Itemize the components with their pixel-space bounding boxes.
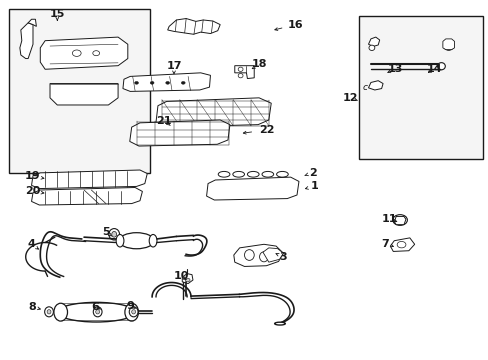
Text: c: c [362,83,367,92]
Text: 6: 6 [91,302,99,312]
Ellipse shape [247,171,259,177]
Ellipse shape [44,307,53,317]
Ellipse shape [54,303,67,321]
Ellipse shape [396,217,403,222]
Bar [358,16,482,158]
Polygon shape [263,248,283,262]
Polygon shape [182,274,193,284]
Text: 10: 10 [173,271,188,282]
Text: 14: 14 [426,64,441,74]
Ellipse shape [392,215,407,225]
Text: 12: 12 [342,93,358,103]
Polygon shape [20,23,33,59]
Text: 5: 5 [102,227,109,237]
Ellipse shape [276,171,287,177]
Ellipse shape [72,50,81,57]
Ellipse shape [165,81,169,84]
Ellipse shape [116,234,123,247]
Text: 7: 7 [381,239,388,249]
Ellipse shape [262,185,274,191]
Text: 9: 9 [126,301,134,311]
Ellipse shape [443,40,453,50]
Text: 20: 20 [25,186,41,197]
Polygon shape [129,120,229,146]
Ellipse shape [96,310,100,314]
Ellipse shape [238,73,243,78]
Polygon shape [28,19,36,26]
Text: 3: 3 [279,252,286,262]
Text: 1: 1 [310,181,318,191]
Ellipse shape [131,310,135,314]
Polygon shape [368,37,379,46]
Ellipse shape [368,45,374,50]
Ellipse shape [47,310,51,314]
Polygon shape [233,244,283,266]
Ellipse shape [274,322,285,325]
Polygon shape [167,18,220,34]
Ellipse shape [149,234,157,247]
Polygon shape [31,188,142,205]
Ellipse shape [112,231,116,237]
Text: 21: 21 [156,116,172,126]
Ellipse shape [262,171,273,177]
Ellipse shape [246,185,259,191]
Text: 22: 22 [258,125,274,135]
Polygon shape [156,98,271,127]
Ellipse shape [238,67,243,71]
Polygon shape [442,39,454,50]
Ellipse shape [134,81,138,84]
Text: 17: 17 [166,61,182,71]
Ellipse shape [150,81,154,84]
Ellipse shape [218,171,229,177]
Ellipse shape [232,171,244,177]
Ellipse shape [437,63,445,70]
Ellipse shape [277,185,289,191]
Ellipse shape [446,42,450,48]
Text: 19: 19 [25,171,41,181]
Polygon shape [368,81,382,90]
Ellipse shape [129,307,138,317]
Ellipse shape [396,242,405,248]
Polygon shape [393,216,405,225]
Text: 8: 8 [28,302,36,312]
Ellipse shape [244,249,254,260]
Ellipse shape [57,302,135,322]
Ellipse shape [185,278,190,282]
Text: 16: 16 [287,19,303,30]
Text: 2: 2 [308,168,316,178]
Bar [9,9,149,173]
Ellipse shape [215,185,227,191]
Ellipse shape [124,303,138,321]
Text: 18: 18 [251,59,266,69]
Polygon shape [31,170,147,189]
Polygon shape [40,37,127,69]
Polygon shape [206,177,298,200]
Ellipse shape [109,229,119,240]
Text: 15: 15 [49,9,65,19]
Polygon shape [234,66,254,78]
Text: 4: 4 [27,239,36,249]
Polygon shape [122,73,210,91]
Ellipse shape [119,233,154,249]
Ellipse shape [181,81,185,84]
Text: 11: 11 [381,214,396,224]
Ellipse shape [93,51,100,56]
Text: 13: 13 [387,64,402,74]
Polygon shape [389,238,414,251]
Ellipse shape [230,185,243,191]
Polygon shape [50,84,118,105]
Ellipse shape [259,252,268,262]
Ellipse shape [93,307,102,317]
